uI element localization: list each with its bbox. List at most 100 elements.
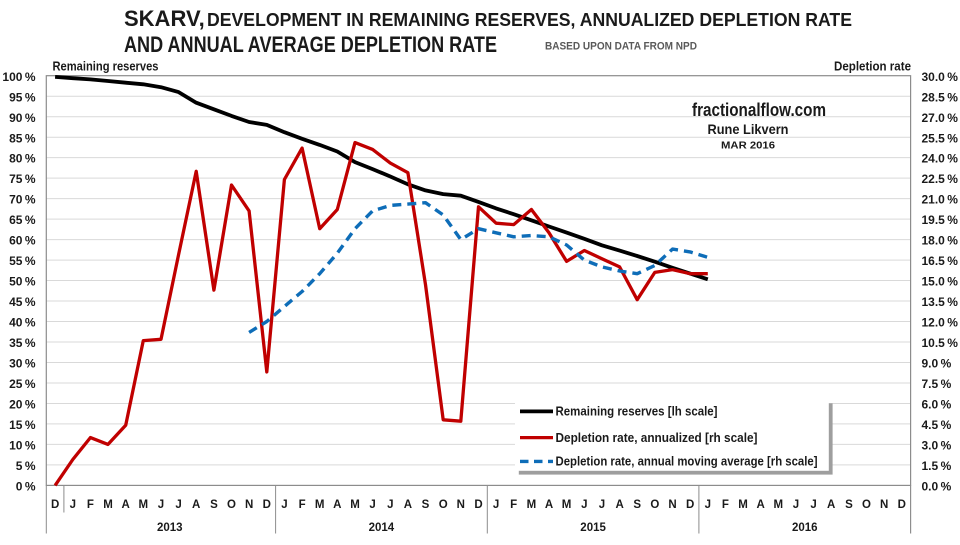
svg-text:6.0 %: 6.0 % [922,398,952,412]
svg-text:5 %: 5 % [16,459,36,473]
svg-text:S: S [633,499,641,511]
svg-text:J: J [581,499,587,511]
svg-text:40 %: 40 % [9,316,36,330]
svg-text:M: M [350,499,360,511]
svg-text:BASED UPON DATA FROM NPD: BASED UPON DATA FROM NPD [545,41,697,53]
svg-text:15 %: 15 % [9,418,36,432]
svg-text:Rune Likvern: Rune Likvern [708,121,789,137]
svg-text:J: J [387,499,393,511]
svg-text:0 %: 0 % [16,480,36,494]
svg-text:D: D [474,499,482,511]
svg-text:F: F [87,499,94,511]
svg-text:4.5 %: 4.5 % [922,418,952,432]
svg-text:A: A [333,499,341,511]
svg-text:A: A [545,499,553,511]
svg-text:2013: 2013 [157,522,183,534]
svg-text:O: O [227,499,236,511]
svg-text:A: A [192,499,200,511]
svg-text:2014: 2014 [369,522,395,534]
svg-text:J: J [158,499,164,511]
svg-text:M: M [527,499,537,511]
svg-text:18.0 %: 18.0 % [922,234,959,248]
svg-text:M: M [139,499,149,511]
svg-text:Remaining reserves [lh scale]: Remaining reserves [lh scale] [556,405,718,419]
svg-text:J: J [369,499,375,511]
svg-text:fractionalflow.com: fractionalflow.com [692,100,826,120]
svg-text:J: J [70,499,76,511]
svg-text:2016: 2016 [792,522,818,534]
svg-text:J: J [599,499,605,511]
svg-text:85 %: 85 % [9,131,36,145]
svg-text:N: N [457,499,465,511]
svg-text:10.5 %: 10.5 % [922,336,959,350]
svg-text:DEVELOPMENT IN REMAINING RESER: DEVELOPMENT IN REMAINING RESERVES, ANNUA… [207,10,852,30]
svg-text:19.5 %: 19.5 % [922,213,959,227]
svg-text:15.0 %: 15.0 % [922,275,959,289]
svg-text:22.5 %: 22.5 % [922,172,959,186]
svg-text:70 %: 70 % [9,193,36,207]
svg-text:90 %: 90 % [9,111,36,125]
svg-text:D: D [263,499,271,511]
svg-text:20 %: 20 % [9,398,36,412]
svg-text:95 %: 95 % [9,90,36,104]
svg-text:SKARV,: SKARV, [124,6,205,31]
svg-text:9.0 %: 9.0 % [922,357,952,371]
svg-text:35 %: 35 % [9,336,36,350]
svg-text:N: N [880,499,888,511]
svg-text:2015: 2015 [580,522,606,534]
svg-text:D: D [686,499,694,511]
svg-text:3.0 %: 3.0 % [922,439,952,453]
svg-text:J: J [281,499,287,511]
svg-text:MAR 2016: MAR 2016 [721,140,775,152]
svg-text:M: M [315,499,325,511]
svg-text:27.0 %: 27.0 % [922,111,959,125]
svg-text:M: M [774,499,784,511]
svg-text:AND ANNUAL AVERAGE DEPLETION R: AND ANNUAL AVERAGE DEPLETION RATE [124,32,497,57]
svg-text:100 %: 100 % [2,70,35,84]
svg-text:A: A [827,499,835,511]
svg-text:A: A [122,499,130,511]
svg-text:S: S [210,499,218,511]
svg-text:Remaining reserves: Remaining reserves [53,60,159,74]
svg-text:65 %: 65 % [9,213,36,227]
svg-text:Depletion rate: Depletion rate [834,60,911,74]
svg-text:F: F [510,499,517,511]
svg-text:J: J [793,499,799,511]
svg-text:24.0 %: 24.0 % [922,152,959,166]
svg-text:55 %: 55 % [9,254,36,268]
svg-text:13.5 %: 13.5 % [922,295,959,309]
svg-text:O: O [439,499,448,511]
svg-text:D: D [898,499,906,511]
svg-text:30 %: 30 % [9,357,36,371]
svg-text:Depletion rate, annual moving: Depletion rate, annual moving average [r… [556,455,818,469]
svg-text:F: F [722,499,729,511]
svg-text:M: M [103,499,113,511]
svg-text:1.5 %: 1.5 % [922,459,952,473]
svg-text:M: M [562,499,572,511]
svg-text:7.5 %: 7.5 % [922,377,952,391]
svg-text:D: D [51,499,59,511]
svg-text:16.5 %: 16.5 % [922,254,959,268]
svg-text:21.0 %: 21.0 % [922,193,959,207]
svg-text:12.0 %: 12.0 % [922,316,959,330]
svg-text:A: A [404,499,412,511]
svg-text:75 %: 75 % [9,172,36,186]
svg-text:F: F [299,499,306,511]
svg-text:J: J [810,499,816,511]
svg-text:60 %: 60 % [9,234,36,248]
svg-text:N: N [668,499,676,511]
svg-text:30.0 %: 30.0 % [922,70,959,84]
svg-text:0.0 %: 0.0 % [922,480,952,494]
svg-text:J: J [493,499,499,511]
svg-text:45 %: 45 % [9,295,36,309]
svg-text:O: O [650,499,659,511]
svg-text:S: S [422,499,430,511]
svg-text:Depletion rate, annualized [rh: Depletion rate, annualized [rh scale] [556,431,758,445]
svg-text:M: M [738,499,748,511]
svg-text:25 %: 25 % [9,377,36,391]
svg-text:A: A [757,499,765,511]
svg-text:N: N [245,499,253,511]
svg-text:10 %: 10 % [9,439,36,453]
svg-text:25.5 %: 25.5 % [922,131,959,145]
svg-text:80 %: 80 % [9,152,36,166]
